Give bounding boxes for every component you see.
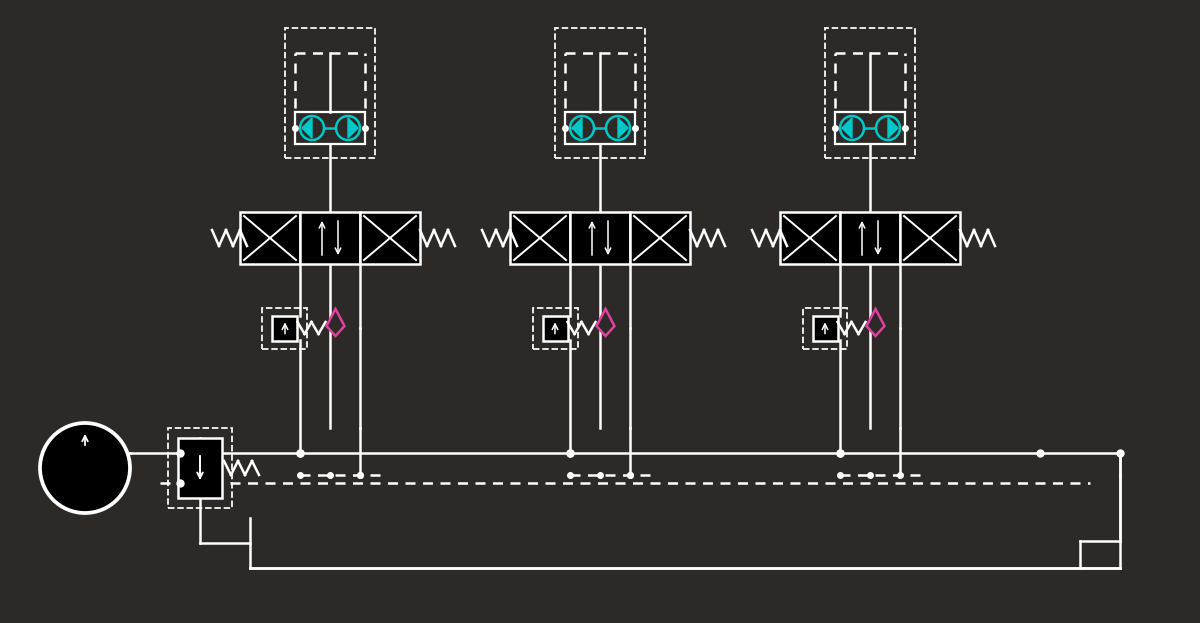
Bar <box>803 308 847 348</box>
Bar <box>240 212 300 264</box>
Bar <box>570 212 630 264</box>
Circle shape <box>300 116 324 140</box>
Polygon shape <box>572 118 582 138</box>
Circle shape <box>606 116 630 140</box>
Polygon shape <box>596 309 614 336</box>
Bar <box>510 212 570 264</box>
Polygon shape <box>618 118 628 138</box>
Polygon shape <box>302 118 312 138</box>
Bar <box>630 212 690 264</box>
Bar <box>300 212 360 264</box>
Circle shape <box>876 116 900 140</box>
Bar <box>360 212 420 264</box>
Polygon shape <box>326 309 344 336</box>
Circle shape <box>840 116 864 140</box>
Polygon shape <box>842 118 852 138</box>
Polygon shape <box>866 309 884 336</box>
Bar <box>284 28 374 158</box>
Bar <box>826 28 916 158</box>
Bar <box>168 428 232 508</box>
Bar <box>780 212 840 264</box>
Bar <box>840 212 900 264</box>
Bar <box>295 112 365 144</box>
Bar <box>835 112 905 144</box>
Bar <box>565 112 635 144</box>
Polygon shape <box>348 118 358 138</box>
Circle shape <box>40 423 130 513</box>
Bar <box>178 438 222 498</box>
Bar <box>263 308 307 348</box>
Bar <box>533 308 577 348</box>
Bar <box>812 315 838 341</box>
Bar <box>900 212 960 264</box>
Circle shape <box>336 116 360 140</box>
Bar <box>542 315 568 341</box>
Circle shape <box>570 116 594 140</box>
Bar <box>272 315 298 341</box>
Polygon shape <box>888 118 898 138</box>
Bar <box>554 28 646 158</box>
